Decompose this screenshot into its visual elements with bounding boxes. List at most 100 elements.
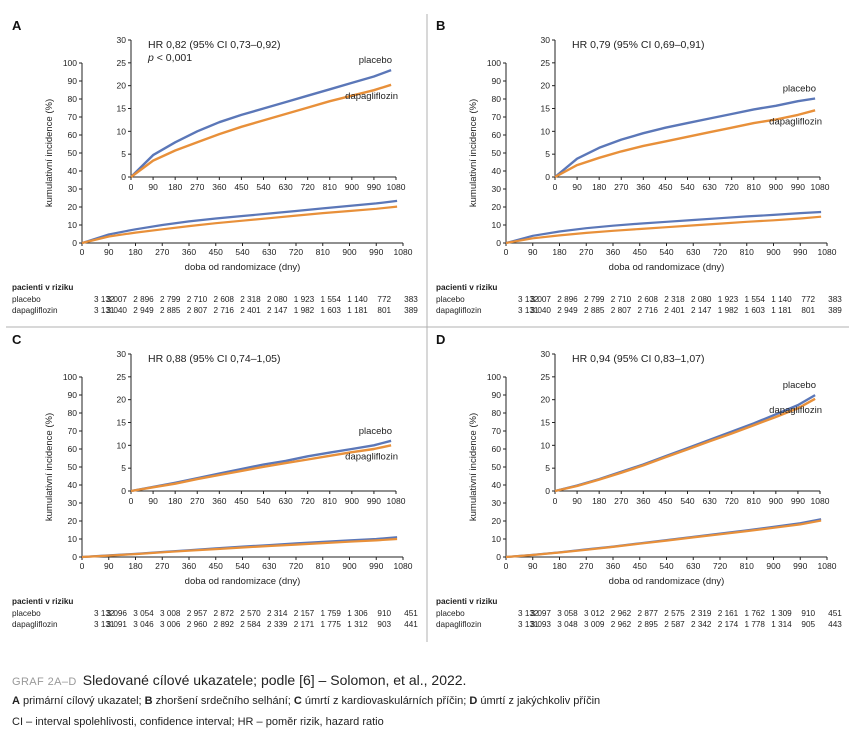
risk-cell: 1 309: [771, 609, 792, 618]
inset-y-tick-label: 20: [117, 395, 127, 405]
main-x-tick-label: 450: [633, 561, 647, 571]
main-x-tick-label: 360: [606, 247, 620, 257]
risk-cell: 441: [404, 620, 418, 629]
main-y-tick-label: 80: [68, 408, 78, 418]
main-x-tick-label: 900: [342, 561, 356, 571]
main-x-tick-label: 720: [713, 247, 727, 257]
main-x-tick-label: 720: [289, 247, 303, 257]
main-x-tick-label: 270: [155, 247, 169, 257]
main-x-tick-label: 900: [766, 247, 780, 257]
inset-y-tick-label: 0: [545, 172, 550, 182]
risk-cell: 3 058: [557, 609, 578, 618]
main-x-tick-label: 0: [504, 247, 509, 257]
risk-row-label-dapagliflozin-a: dapagliflozin: [12, 306, 58, 315]
main-line-placebo-a: [81, 199, 398, 245]
main-y-tick-label: 80: [68, 94, 78, 104]
inset-x-tick-label: 450: [234, 496, 248, 506]
risk-cell: 3 097: [531, 609, 552, 618]
risk-cell: 3 006: [160, 620, 181, 629]
main-x-tick-label: 450: [209, 561, 223, 571]
main-y-tick-label: 100: [487, 372, 501, 382]
main-y-tick-label: 100: [63, 372, 77, 382]
caption-text-b: zhoršení srdečního selhání;: [152, 695, 294, 707]
risk-cell: 3 046: [133, 620, 154, 629]
risk-cell: 2 716: [214, 306, 235, 315]
risk-cell: 3 091: [107, 620, 128, 629]
risk-cell: 3 093: [531, 620, 552, 629]
inset-x-tick-label: 0: [129, 182, 134, 192]
main-x-tick-label: 990: [793, 247, 807, 257]
inset-x-tick-label: 270: [190, 496, 204, 506]
inset-x-tick-label: 180: [592, 182, 606, 192]
risk-cell: 389: [404, 306, 418, 315]
risk-cell: 1 306: [347, 609, 368, 618]
main-line-dapagliflozin-b: [505, 215, 822, 245]
main-y-tick-label: 20: [68, 516, 78, 526]
main-y-tick-label: 50: [492, 462, 502, 472]
inset-y-tick-label: 10: [541, 440, 551, 450]
main-y-tick-label: 70: [492, 426, 502, 436]
risk-cell: 3 054: [133, 609, 154, 618]
risk-cell: 383: [404, 295, 418, 304]
risk-cell: 2 962: [611, 620, 632, 629]
caption-title: GRAF 2A–D Sledované cílové ukazatele; pod…: [12, 672, 466, 688]
inset-line-placebo-b: [554, 97, 816, 178]
main-x-tick-label: 360: [182, 247, 196, 257]
inset-x-tick-label: 990: [791, 182, 805, 192]
main-x-tick-label: 1080: [394, 561, 413, 571]
main-x-tick-label: 0: [80, 247, 85, 257]
risk-cell: 2 570: [240, 609, 261, 618]
inset-y-tick-label: 30: [541, 349, 551, 359]
risk-cell: 2 401: [240, 306, 261, 315]
main-y-tick-label: 90: [492, 390, 502, 400]
risk-row-label-dapagliflozin-b: dapagliflozin: [436, 306, 482, 315]
inset-x-tick-label: 270: [614, 496, 628, 506]
risk-table-header-c: pacienti v riziku: [12, 597, 73, 606]
inset-x-tick-label: 90: [572, 182, 582, 192]
hr-text-d: HR 0,94 (95% CI 0,83–1,07): [572, 353, 705, 365]
main-x-tick-label: 90: [104, 561, 114, 571]
main-x-tick-label: 810: [316, 561, 330, 571]
risk-cell: 2 584: [240, 620, 261, 629]
main-x-tick-label: 1080: [818, 561, 837, 571]
inset-y-tick-label: 25: [541, 372, 551, 382]
main-y-tick-label: 30: [68, 184, 78, 194]
risk-cell: 2 401: [664, 306, 685, 315]
inset-y-tick-label: 0: [545, 486, 550, 496]
inset-x-tick-label: 1080: [387, 182, 406, 192]
inset-x-tick-label: 270: [614, 182, 628, 192]
inset-x-tick-label: 0: [553, 182, 558, 192]
main-x-tick-label: 630: [262, 561, 276, 571]
inset-y-tick-label: 5: [121, 149, 126, 159]
risk-cell: 2 957: [187, 609, 208, 618]
main-line-dapagliflozin-c: [81, 537, 398, 559]
main-y-axis-title-d: kumulativní incidence (%): [468, 413, 479, 521]
risk-row-label-dapagliflozin-d: dapagliflozin: [436, 620, 482, 629]
risk-cell: 2 807: [187, 306, 208, 315]
main-y-tick-label: 40: [492, 480, 502, 490]
main-x-axis-title-b: doba od randomizace (dny): [609, 262, 725, 273]
risk-cell: 3 132: [94, 609, 115, 618]
risk-cell: 451: [828, 609, 842, 618]
risk-cell: 1 778: [745, 620, 766, 629]
main-y-tick-label: 10: [492, 534, 502, 544]
inset-x-tick-label: 360: [212, 496, 226, 506]
p-rest: < 0,001: [154, 52, 192, 64]
risk-cell: 2 174: [718, 620, 739, 629]
inset-x-tick-label: 450: [658, 496, 672, 506]
main-x-tick-label: 720: [289, 561, 303, 571]
main-y-tick-label: 100: [63, 58, 77, 68]
main-line-placebo-d: [505, 518, 822, 559]
risk-cell: 3 040: [531, 306, 552, 315]
inset-x-tick-label: 90: [148, 182, 158, 192]
risk-cell: 3 040: [107, 306, 128, 315]
risk-cell: 2 608: [638, 295, 659, 304]
risk-cell: 3 096: [107, 609, 128, 618]
main-y-tick-label: 60: [68, 444, 78, 454]
risk-row-label-placebo-d: placebo: [436, 609, 465, 618]
inset-x-tick-label: 900: [769, 182, 783, 192]
risk-table-header-d: pacienti v riziku: [436, 597, 497, 606]
risk-cell: 2 885: [584, 306, 605, 315]
risk-cell: 443: [828, 620, 842, 629]
